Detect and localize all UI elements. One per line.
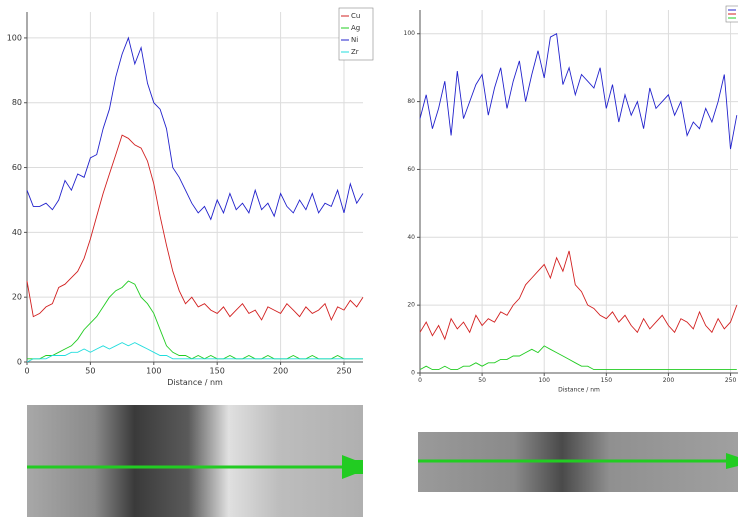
- x-tick-label: 100: [146, 366, 161, 375]
- profile-image-right: [418, 432, 738, 492]
- x-tick-label: 50: [85, 366, 95, 375]
- x-tick-label: 50: [478, 377, 486, 384]
- x-tick-label: 200: [663, 377, 675, 384]
- plot-area: [420, 10, 738, 373]
- x-tick-label: 200: [273, 366, 288, 375]
- x-tick-label: 0: [24, 366, 29, 375]
- x-tick-label: 100: [538, 377, 550, 384]
- y-tick-label: 40: [12, 228, 22, 237]
- x-tick-label: 250: [725, 377, 737, 384]
- y-tick-label: 100: [7, 33, 22, 42]
- y-tick-label: 100: [404, 30, 416, 37]
- plot-area: [27, 12, 363, 362]
- x-tick-label: 150: [601, 377, 613, 384]
- figure: 020406080100050100150200250Distance / nm…: [0, 0, 738, 517]
- chart: 0 20 40 60 80 100 0 50 100 150 200 250 Distance / nm…: [7, 8, 373, 387]
- y-tick-label: 60: [12, 163, 22, 172]
- y-tick-label: 20: [12, 293, 22, 302]
- profile-image-left: [27, 405, 363, 517]
- legend-label: Zr: [351, 48, 359, 56]
- y-tick-label: 60: [407, 166, 415, 173]
- page: {"chart_data": [ {"type": "line", "x_lab…: [0, 0, 738, 517]
- x-axis-label: Distance / nm: [167, 378, 223, 387]
- y-tick-label: 0: [411, 370, 415, 377]
- x-tick-label: 0: [418, 377, 422, 384]
- legend-label: Ni: [351, 36, 358, 44]
- legend-label: Cu: [351, 12, 360, 20]
- legend-label: Ag: [351, 24, 360, 32]
- chart: 0 20 40 60 80 100 0 50 100 150 200 250 Distance / nm: [404, 6, 738, 393]
- y-tick-label: 80: [407, 98, 415, 105]
- y-tick-label: 40: [407, 234, 415, 241]
- y-tick-label: 80: [12, 98, 22, 107]
- x-tick-label: 250: [336, 366, 351, 375]
- y-tick-label: 20: [407, 302, 415, 309]
- x-axis-label: Distance / nm: [558, 386, 600, 393]
- y-tick-label: 0: [17, 358, 22, 367]
- x-tick-label: 150: [210, 366, 225, 375]
